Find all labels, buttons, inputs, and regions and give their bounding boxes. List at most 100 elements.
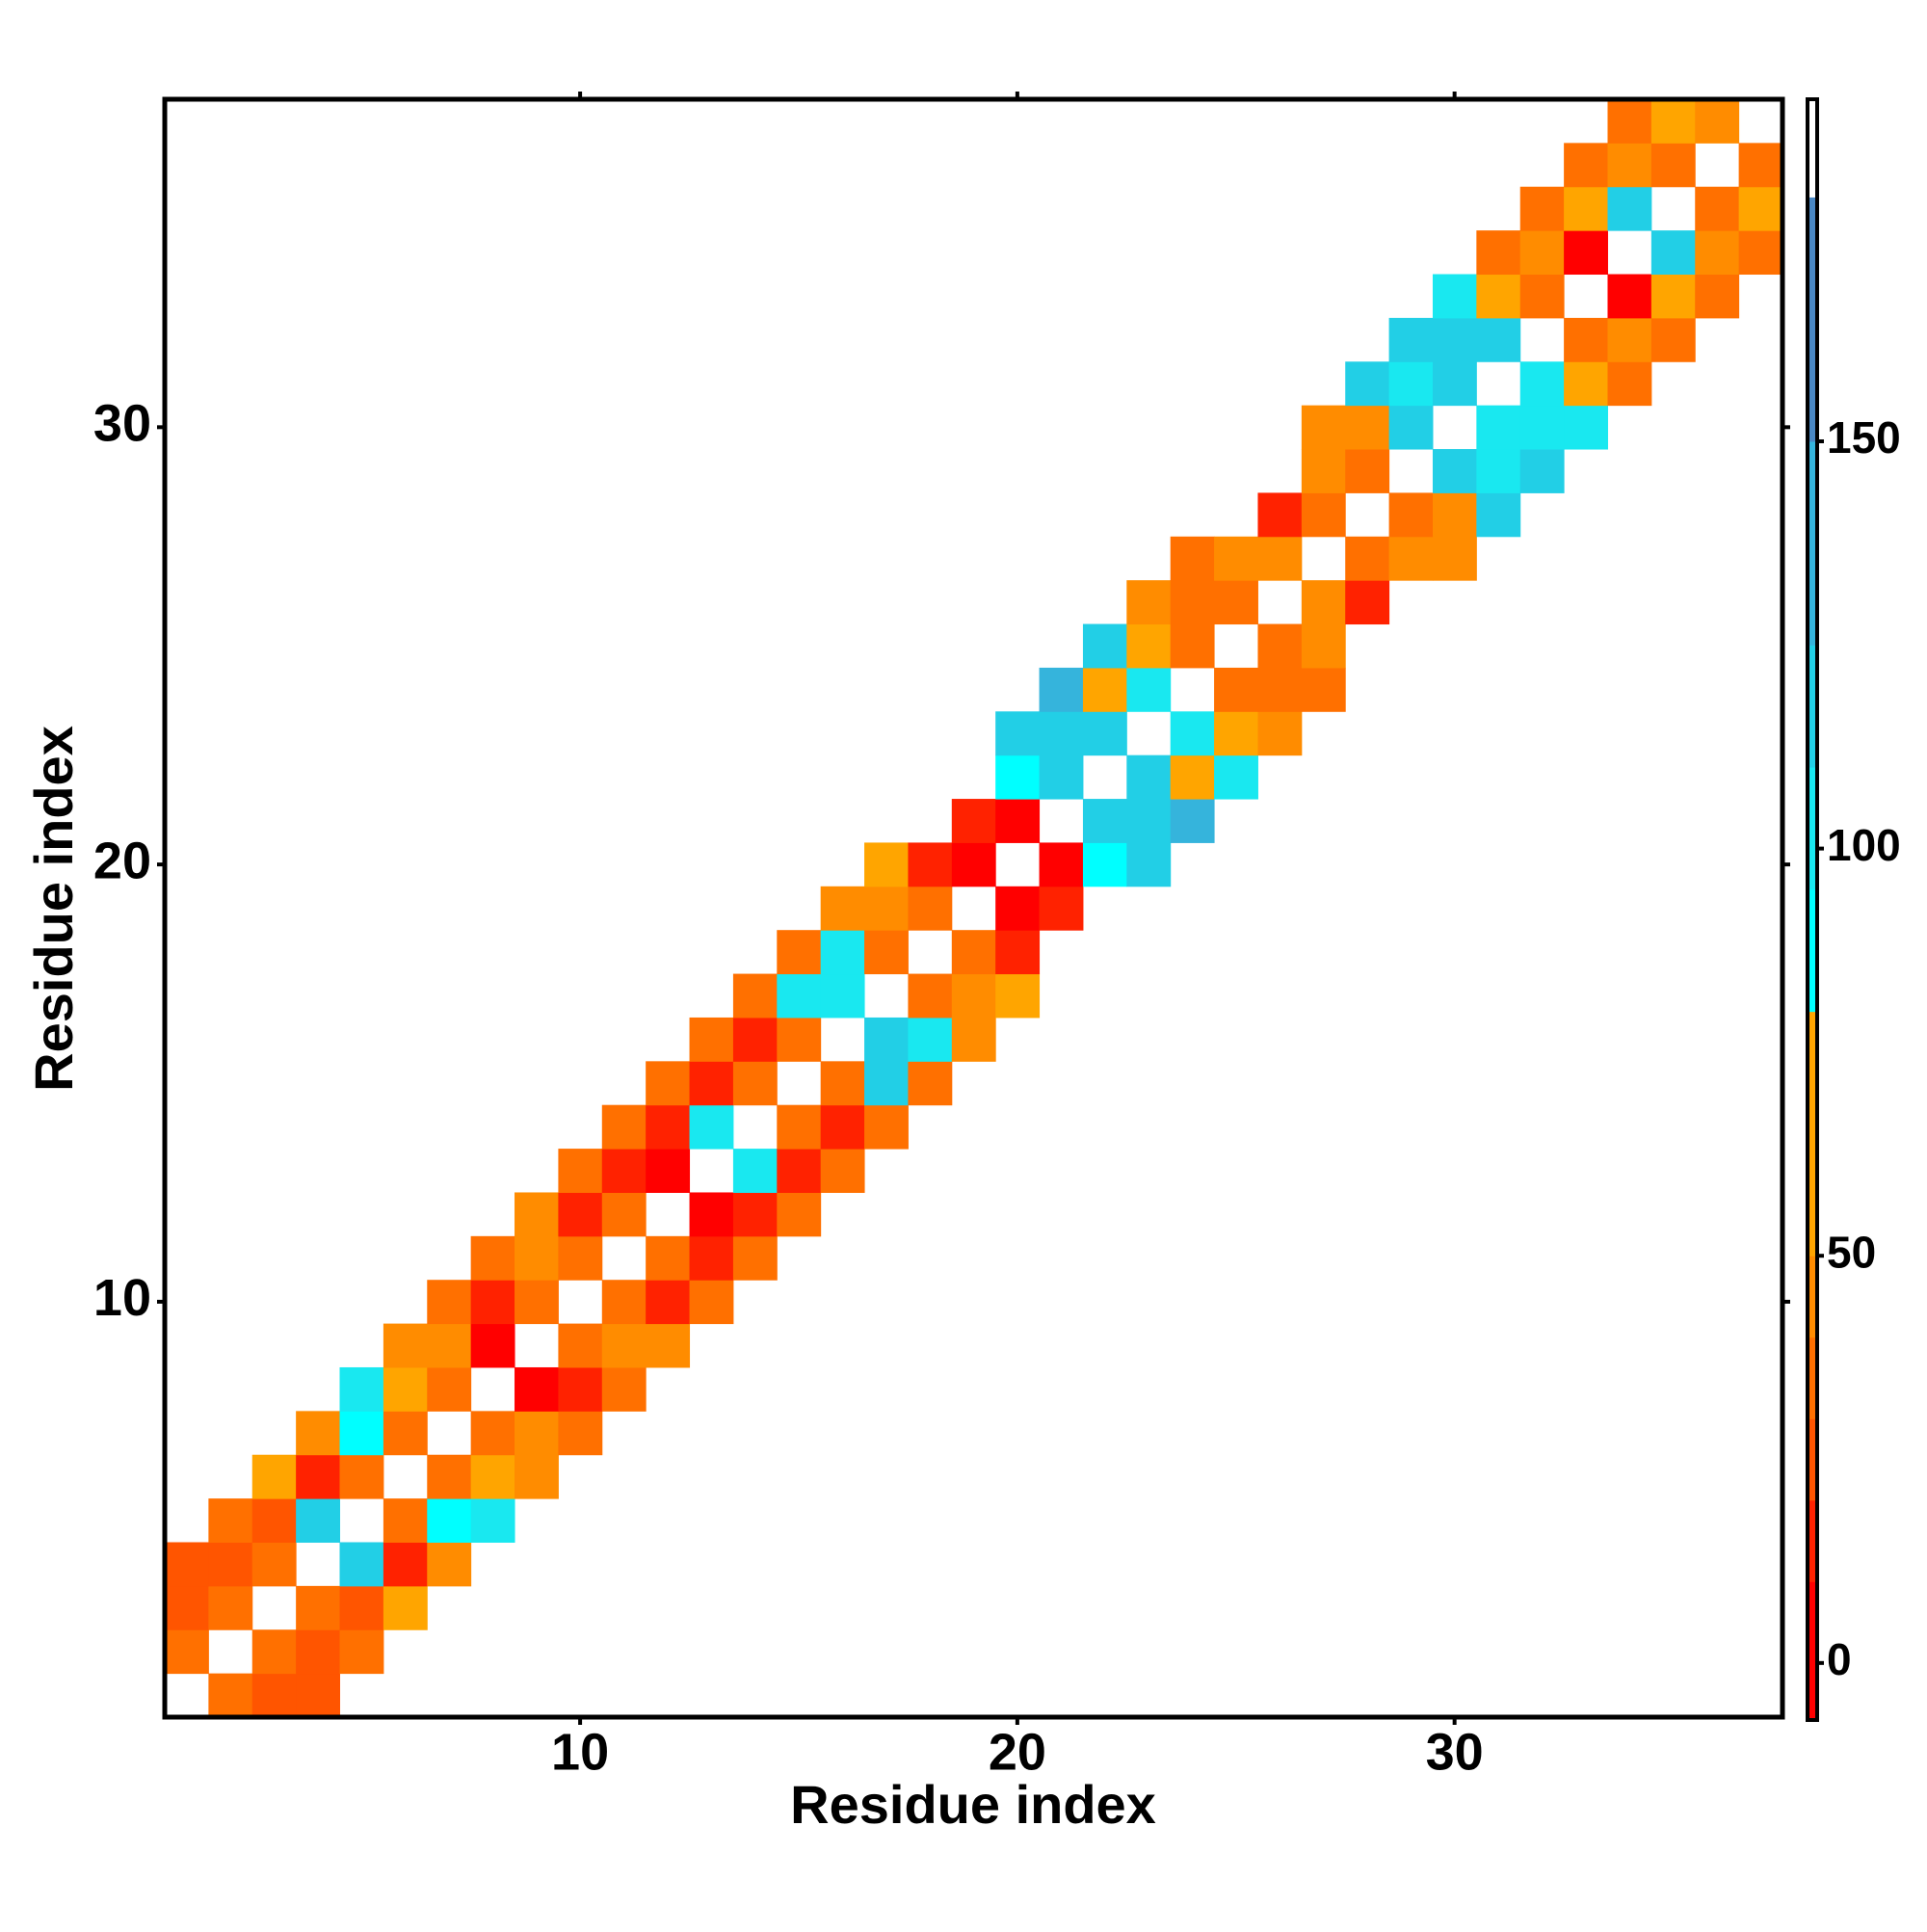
heatmap-cell (689, 1061, 734, 1106)
heatmap-cell (646, 1280, 691, 1325)
heatmap-cell (1650, 143, 1696, 188)
heatmap-cell (208, 1498, 253, 1543)
heatmap-cell (646, 1061, 691, 1106)
heatmap-cell (1257, 492, 1303, 538)
heatmap-cell (1564, 361, 1608, 407)
heatmap-cell (165, 1585, 209, 1630)
heatmap-cell (1695, 274, 1740, 319)
heatmap-cell (251, 1542, 297, 1587)
heatmap-cell (777, 973, 822, 1019)
heatmap-cell (689, 1280, 734, 1325)
heatmap-cell (995, 754, 1041, 800)
heatmap-cell (470, 1235, 515, 1281)
heatmap-cell (296, 1498, 341, 1543)
heatmap-cell (1650, 99, 1696, 144)
heatmap-cell (1519, 230, 1565, 276)
colorbar-segment (1808, 197, 1817, 442)
colorbar-frame (1806, 97, 1819, 1722)
heatmap-cell (296, 1411, 341, 1456)
heatmap-cell (1607, 186, 1652, 231)
heatmap-cell (339, 1629, 384, 1675)
heatmap-cell (296, 1585, 341, 1630)
heatmap-cell (1170, 799, 1215, 843)
heatmap-cell (732, 1149, 778, 1193)
heatmap-cell (1082, 667, 1127, 712)
heatmap-cell (383, 1498, 428, 1543)
heatmap-cell (1257, 711, 1303, 756)
heatmap-cell (995, 973, 1041, 1019)
heatmap-cell (339, 1454, 384, 1499)
heatmap-cell (1388, 317, 1434, 362)
heatmap-cell (515, 1235, 559, 1281)
heatmap-cell (1301, 667, 1346, 712)
heatmap-cell (383, 1542, 428, 1587)
heatmap-cell (1345, 361, 1390, 407)
heatmap-cell (1519, 274, 1565, 319)
heatmap-cell (296, 1454, 341, 1499)
heatmap-cell (1607, 99, 1652, 144)
heatmap-cell (689, 1235, 734, 1281)
heatmap-cell (1301, 492, 1346, 538)
heatmap-cell (1432, 492, 1477, 538)
heatmap-cell (558, 1192, 603, 1237)
heatmap-cell (951, 1017, 996, 1062)
heatmap-cell (383, 1323, 428, 1368)
heatmap-cell (558, 1235, 603, 1281)
heatmap-cell (1476, 274, 1521, 319)
heatmap-cell (820, 930, 865, 975)
heatmap-cell (1476, 317, 1521, 362)
colorbar-segment (1808, 888, 1817, 1013)
heatmap-cell (470, 1498, 515, 1543)
heatmap-cell (470, 1323, 515, 1368)
heatmap-cell (1607, 143, 1652, 188)
heatmap-cell (908, 886, 953, 931)
heatmap-cell (1170, 754, 1215, 800)
heatmap-cell (1039, 886, 1084, 931)
heatmap-cell (864, 842, 909, 887)
heatmap-cell (383, 1585, 428, 1630)
heatmap-cell (732, 973, 778, 1019)
heatmap-cell (339, 1542, 384, 1587)
heatmap-cell (1082, 623, 1127, 669)
heatmap-cell (689, 1192, 734, 1237)
heatmap-cell (1082, 711, 1127, 756)
heatmap-cell (601, 1104, 647, 1150)
heatmap-cell (515, 1280, 559, 1325)
heatmap-cell (470, 1411, 515, 1456)
heatmap-cell (1257, 623, 1303, 669)
y-tick-label: 30 (93, 395, 151, 453)
heatmap-cell (515, 1366, 559, 1412)
heatmap-cell (427, 1454, 472, 1499)
heatmap-cell (427, 1542, 472, 1587)
heatmap-cell (732, 1192, 778, 1237)
heatmap-cell (1214, 754, 1258, 800)
heatmap-cell (646, 1323, 691, 1368)
x-tick-label: 30 (1426, 1723, 1484, 1781)
colorbar-segment (1808, 1499, 1817, 1582)
heatmap-cell (1388, 361, 1434, 407)
colorbar-segment (1808, 767, 1817, 890)
heatmap-cell (777, 1192, 822, 1237)
y-axis-title: Residue index (23, 726, 84, 1092)
heatmap-cell (208, 1542, 253, 1587)
heatmap-cell (1345, 405, 1390, 450)
heatmap-cell (1738, 186, 1783, 231)
heatmap-cell (1345, 580, 1390, 625)
heatmap-cell (1345, 536, 1390, 581)
heatmap-cell (820, 886, 865, 931)
heatmap-cell (601, 1280, 647, 1325)
heatmap-cell (1301, 580, 1346, 625)
heatmap-cell (601, 1323, 647, 1368)
heatmap-cell (1039, 754, 1084, 800)
heatmap-cell (1607, 317, 1652, 362)
colorbar-segment (1808, 1256, 1817, 1338)
heatmap-cell (165, 1629, 209, 1675)
heatmap-cell (1039, 842, 1084, 887)
heatmap-cell (470, 1280, 515, 1325)
heatmap-cell (1432, 317, 1477, 362)
heatmap-cell (1432, 274, 1477, 319)
heatmap-cell (1301, 405, 1346, 450)
heatmap-cell (601, 1366, 647, 1412)
heatmap-cell (1257, 667, 1303, 712)
heatmap-cell (995, 930, 1041, 975)
